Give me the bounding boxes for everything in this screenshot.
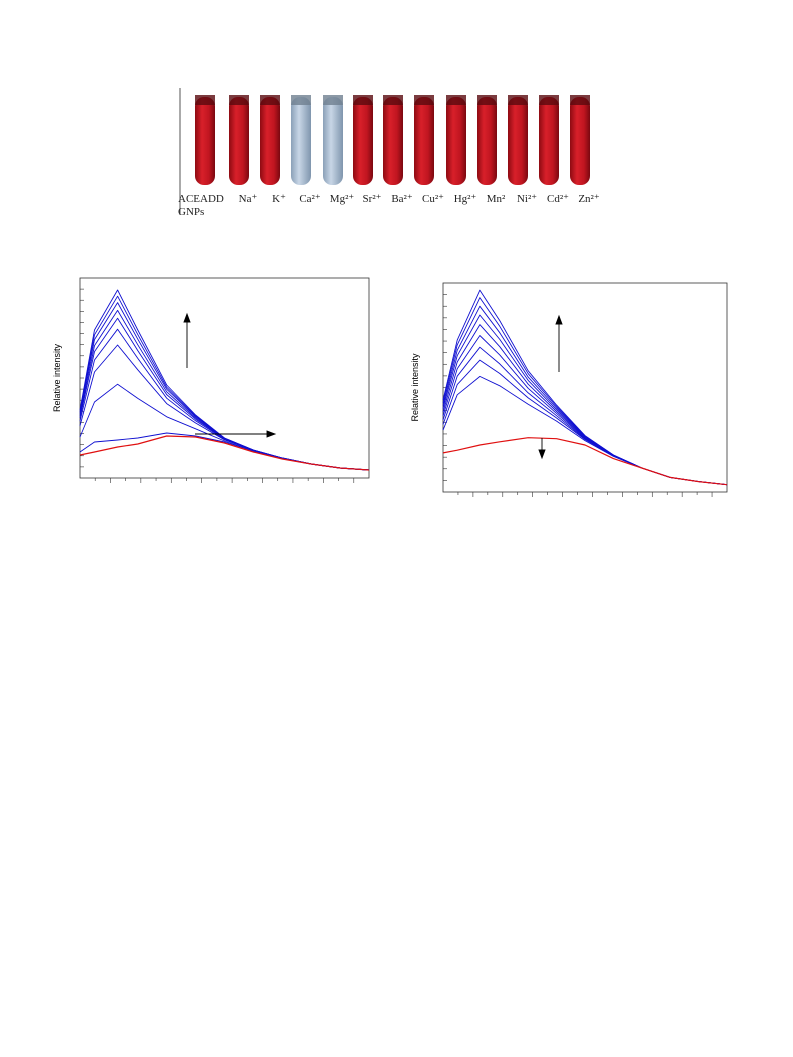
tube-label: Ni²⁺: [516, 193, 538, 205]
chart: Relative intensity: [410, 282, 728, 497]
spectrum-line: [442, 335, 728, 486]
tube: [508, 97, 528, 185]
tube-label: Ca²⁺: [299, 193, 321, 205]
tube-cap: [260, 95, 280, 105]
tube-label: Cu²⁺: [422, 193, 444, 205]
tube-cap: [414, 95, 434, 105]
tube-row: [195, 95, 590, 185]
spectrum-line: [442, 324, 728, 486]
tube-cap: [383, 95, 403, 105]
spectrum-line: [442, 297, 728, 486]
chart: Relative intensity: [52, 277, 370, 483]
arrow: [538, 449, 546, 460]
spectrum-line: [442, 375, 728, 486]
spectrum-line: [442, 437, 728, 486]
tube-label: ACEADD GNPs: [178, 193, 224, 218]
spectrum-line: [442, 289, 728, 486]
tube-cap: [353, 95, 373, 105]
tube-label: Mg²⁺: [329, 193, 355, 205]
tube-cap: [446, 95, 466, 105]
charts: Relative intensity Relative intensity: [52, 277, 728, 497]
tube-label: Mn²: [486, 193, 506, 205]
spectrum-line: [79, 328, 370, 471]
spectrum-line: [79, 383, 370, 471]
arrow: [183, 312, 191, 323]
tube: [539, 97, 559, 185]
tube-cap: [291, 95, 311, 105]
tube-cap: [195, 95, 215, 105]
tube: [291, 97, 311, 185]
arrow: [555, 314, 563, 325]
tube: [323, 97, 343, 185]
tube-cap: [323, 95, 343, 105]
spectrum-line: [79, 435, 370, 471]
y-axis-label: Relative intensity: [410, 353, 420, 422]
tube: [477, 97, 497, 185]
spectrum-line: [442, 346, 728, 486]
tube-label: Zn²⁺: [578, 193, 600, 205]
tube-label: Hg²⁺: [453, 193, 477, 205]
arrow: [266, 430, 277, 438]
tube-label: Ba²⁺: [391, 193, 413, 205]
tube-cap: [508, 95, 528, 105]
tube: [570, 97, 590, 185]
tube: [383, 97, 403, 185]
tube-cap: [477, 95, 497, 105]
spectrum-line: [79, 344, 370, 471]
spectrum-line: [442, 305, 728, 486]
tube: [195, 97, 215, 185]
tube: [229, 97, 249, 185]
tube-label: Cd²⁺: [547, 193, 569, 205]
tube: [260, 97, 280, 185]
tube-label: Na⁺: [238, 193, 258, 205]
spectrum-line: [79, 295, 370, 471]
tube: [446, 97, 466, 185]
tube-label: Sr²⁺: [362, 193, 382, 205]
y-axis-label: Relative intensity: [52, 343, 62, 412]
tube-cap: [570, 95, 590, 105]
tube-cap: [229, 95, 249, 105]
tube-cap: [539, 95, 559, 105]
tube: [353, 97, 373, 185]
tube-label: K⁺: [272, 193, 286, 205]
spectrum-line: [79, 317, 370, 471]
tube: [414, 97, 434, 185]
